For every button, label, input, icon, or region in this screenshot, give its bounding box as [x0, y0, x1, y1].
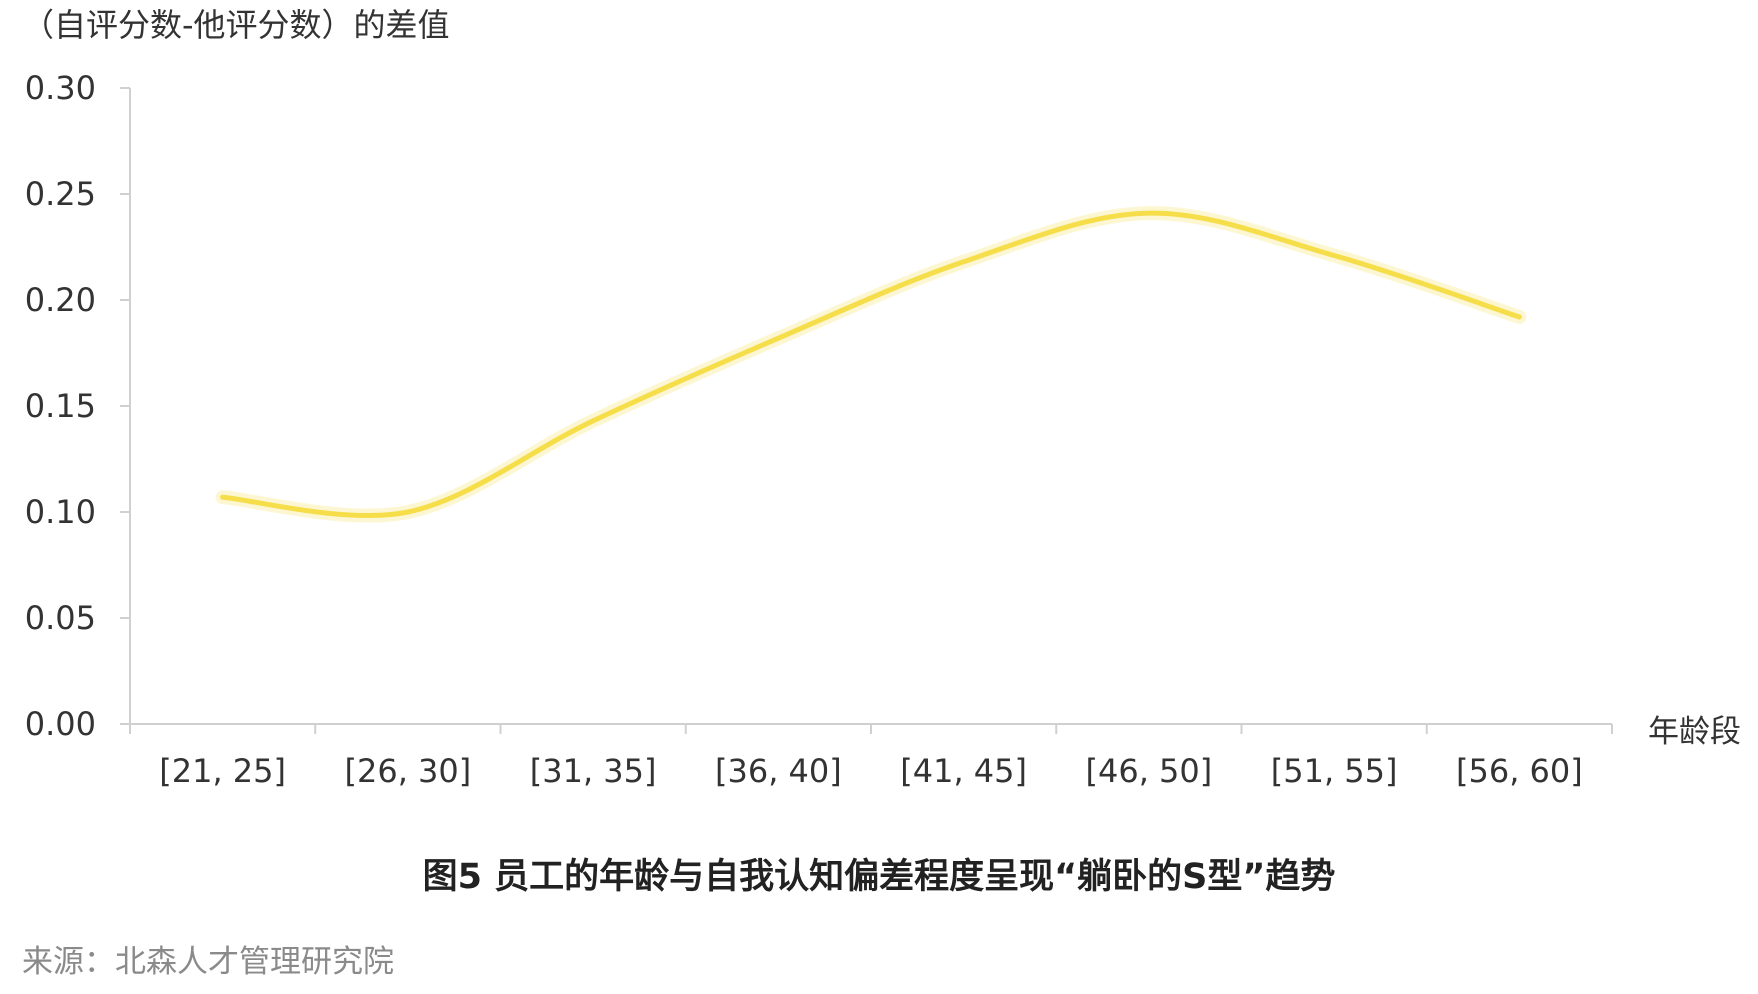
y-tick-label: 0.20 — [25, 281, 96, 319]
y-tick-label: 0.05 — [25, 599, 96, 637]
x-axis-label: 年龄段 — [1648, 714, 1741, 750]
y-tick-label: 0.30 — [25, 69, 96, 107]
y-tick-label: 0.25 — [25, 175, 96, 213]
y-tick-label: 0.10 — [25, 493, 96, 531]
x-tick-label: [41, 45] — [900, 752, 1027, 790]
series-layer — [215, 206, 1527, 523]
source-note: 来源：北森人才管理研究院 — [22, 944, 394, 980]
x-tick-label: [46, 50] — [1086, 752, 1213, 790]
x-tick-label: [36, 40] — [715, 752, 842, 790]
x-axis-ticks: [21, 25] [26, 30] [31, 35] [36, 40] [41, 45]… — [129, 724, 1613, 790]
y-tick-label: 0.00 — [25, 705, 96, 743]
chart-title: 图5 员工的年龄与自我认知偏差程度呈现“躺卧的S型”趋势 — [423, 857, 1336, 897]
y-axis-ticks: 0.00 0.05 0.10 0.15 0.20 0.25 0.30 — [25, 69, 130, 743]
series-line — [220, 210, 1522, 519]
axes — [129, 88, 1612, 725]
y-axis-label: （自评分数-他评分数）的差值 — [22, 6, 450, 44]
x-tick-label: [26, 30] — [345, 752, 472, 790]
x-tick-label: [51, 55] — [1271, 752, 1398, 790]
x-tick-label: [21, 25] — [159, 752, 286, 790]
x-tick-label: [31, 35] — [530, 752, 657, 790]
series-line-glow — [215, 206, 1527, 523]
y-tick-label: 0.15 — [25, 387, 96, 425]
x-tick-label: [56, 60] — [1456, 752, 1583, 790]
